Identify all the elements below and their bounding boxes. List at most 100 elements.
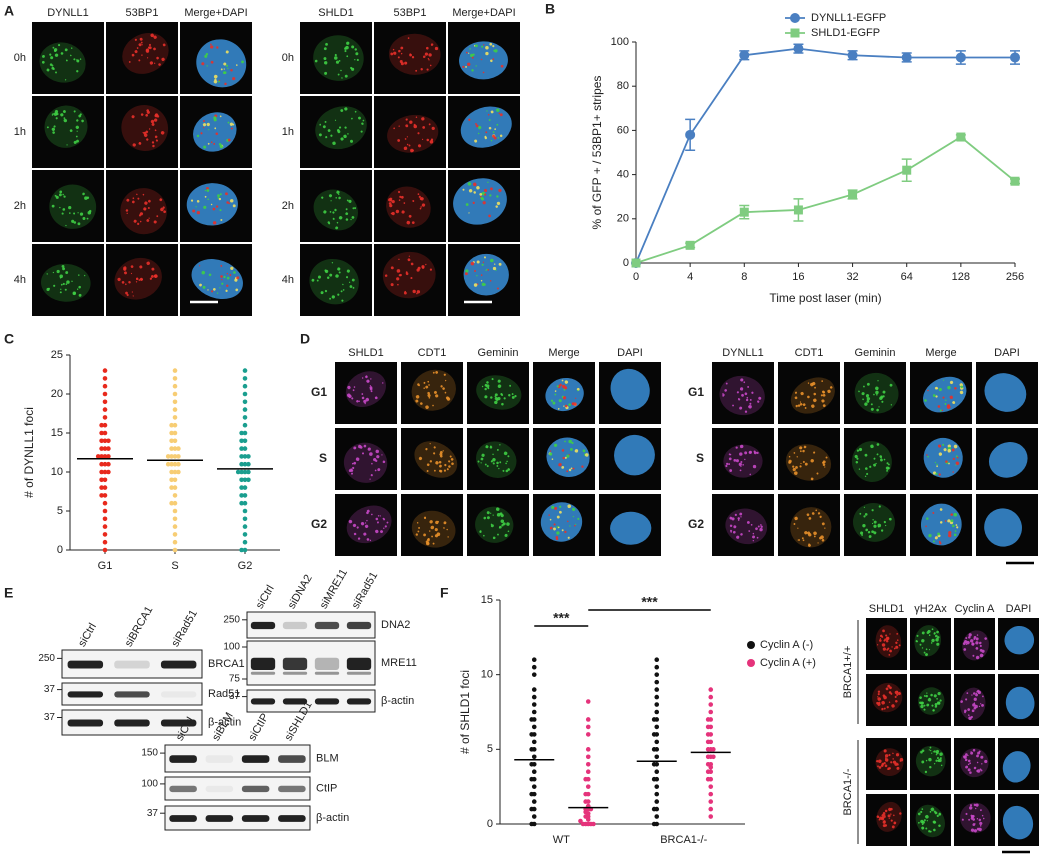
dot — [102, 461, 108, 467]
focus — [861, 534, 864, 536]
focus — [375, 449, 379, 454]
legend-marker — [747, 659, 755, 667]
focus — [41, 60, 45, 64]
dot — [242, 376, 248, 381]
focus — [139, 212, 144, 216]
focus — [881, 635, 884, 638]
dot — [242, 391, 248, 397]
focus — [474, 270, 477, 273]
focus — [425, 540, 428, 543]
focus — [205, 53, 209, 56]
focus — [930, 807, 935, 812]
focus — [920, 701, 924, 705]
focus — [859, 512, 862, 515]
dot — [169, 438, 174, 444]
focus — [389, 197, 393, 201]
focus — [960, 700, 963, 703]
focus — [66, 144, 68, 146]
focus — [872, 519, 874, 521]
focus — [351, 45, 355, 49]
focus — [794, 396, 798, 400]
focus — [356, 58, 359, 62]
focus — [488, 119, 491, 121]
dot — [99, 446, 104, 451]
focus — [433, 446, 436, 449]
dot — [585, 747, 591, 752]
focus — [739, 512, 743, 516]
focus — [936, 630, 939, 634]
focus — [876, 443, 880, 446]
focus — [745, 398, 749, 402]
focus — [563, 386, 568, 390]
focus — [481, 263, 484, 266]
focus — [489, 42, 493, 46]
focus — [976, 690, 978, 693]
dot — [531, 694, 537, 700]
focus — [425, 263, 427, 266]
focus — [468, 212, 470, 214]
focus — [73, 58, 76, 61]
focus — [855, 461, 859, 464]
focus — [928, 749, 930, 751]
dot — [172, 516, 178, 522]
focus — [960, 385, 963, 389]
focus — [950, 513, 953, 516]
focus — [752, 535, 756, 539]
focus — [417, 132, 420, 135]
legend-marker — [790, 28, 800, 38]
lane-label: siDNA2 — [286, 573, 315, 611]
focus — [954, 530, 957, 533]
focus — [492, 58, 495, 61]
lane-label: siCtrl — [254, 583, 277, 611]
focus — [483, 188, 488, 193]
y-tick-label: 10 — [51, 466, 63, 478]
focus — [500, 392, 503, 396]
focus — [221, 278, 223, 281]
focus — [979, 641, 982, 645]
focus — [893, 814, 895, 817]
focus — [154, 62, 156, 64]
dot — [654, 694, 660, 700]
focus — [486, 381, 489, 384]
focus — [236, 276, 240, 280]
focus — [76, 119, 79, 122]
focus — [439, 450, 443, 454]
focus — [873, 524, 877, 528]
focus — [876, 644, 879, 646]
focus — [484, 383, 488, 387]
focus — [219, 115, 222, 118]
x-tick-label: 32 — [846, 271, 858, 283]
focus — [329, 210, 332, 213]
focus — [879, 455, 883, 458]
dot — [239, 454, 244, 459]
focus — [936, 643, 938, 645]
panel-label: D — [300, 331, 310, 347]
focus — [338, 196, 341, 200]
focus — [71, 280, 73, 283]
dot — [242, 539, 248, 545]
focus — [500, 519, 505, 523]
focus — [73, 291, 76, 295]
y-tick-label: 10 — [481, 669, 493, 681]
focus — [736, 391, 739, 394]
dot — [242, 485, 248, 490]
focus — [334, 208, 337, 212]
focus — [496, 465, 499, 467]
focus — [572, 467, 575, 470]
focus — [59, 190, 63, 194]
dot — [708, 799, 714, 804]
focus — [981, 649, 985, 653]
focus — [886, 706, 889, 709]
focus — [972, 692, 976, 695]
focus — [866, 396, 868, 398]
nucleus — [540, 502, 583, 542]
focus — [206, 65, 208, 67]
focus — [475, 123, 477, 125]
focus — [73, 221, 77, 224]
focus — [53, 284, 56, 287]
focus — [434, 46, 439, 51]
focus — [440, 385, 443, 388]
focus — [963, 648, 967, 651]
band — [250, 698, 276, 705]
focus — [76, 139, 79, 143]
